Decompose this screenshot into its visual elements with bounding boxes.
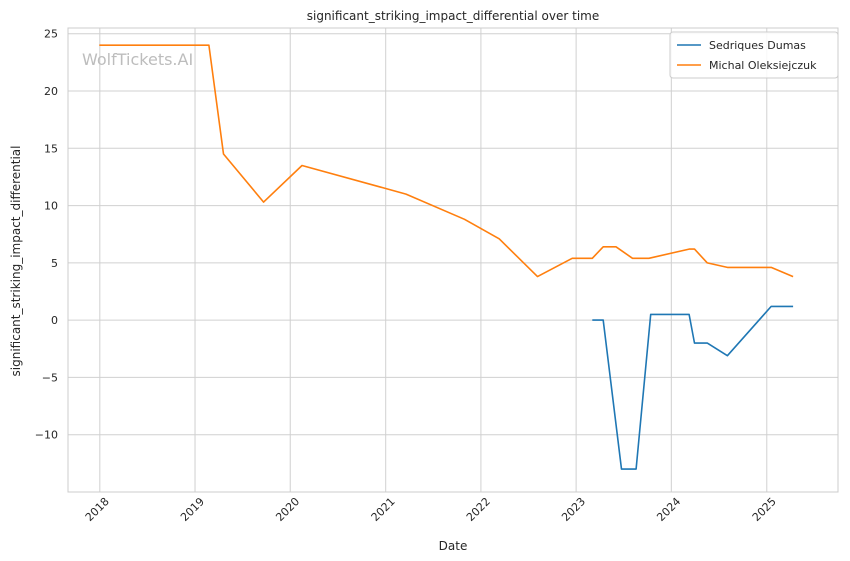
x-tick-label-2023: 2023	[559, 495, 588, 524]
x-tick-label-2019: 2019	[178, 495, 207, 524]
x-tick-label-2025: 2025	[750, 495, 779, 524]
watermark-text: WolfTickets.AI	[82, 50, 193, 69]
y-axis-ticks: −10 −5 0 5 10 15 20 25	[35, 28, 58, 442]
grid	[68, 28, 838, 492]
legend-label-michal-oleksiejczuk: Michal Oleksiejczuk	[709, 59, 817, 72]
y-tick-label-0: −10	[35, 429, 58, 442]
y-tick-label-1: −5	[42, 371, 58, 384]
x-tick-label-2020: 2020	[273, 495, 302, 524]
y-tick-label-6: 20	[44, 85, 58, 98]
series-line-sedriques-dumas	[592, 305, 794, 470]
x-axis-label: Date	[439, 539, 468, 553]
x-axis-ticks: 2018 2019 2020 2021 2022 2023 2024 2025	[83, 495, 779, 524]
chart-title: significant_striking_impact_differential…	[307, 9, 599, 23]
y-tick-label-3: 5	[51, 257, 58, 270]
legend-box	[669, 31, 839, 79]
y-tick-label-7: 25	[44, 28, 58, 41]
series-line-michal-oleksiejczuk	[99, 44, 794, 278]
legend: Sedriques Dumas Michal Oleksiejczuk	[669, 31, 839, 79]
x-tick-label-2022: 2022	[464, 495, 493, 524]
legend-label-sedriques-dumas: Sedriques Dumas	[709, 39, 806, 52]
y-tick-label-5: 15	[44, 142, 58, 155]
x-tick-label-2018: 2018	[83, 495, 112, 524]
y-tick-label-4: 10	[44, 200, 58, 213]
x-tick-label-2024: 2024	[654, 495, 683, 524]
y-tick-label-2: 0	[51, 314, 58, 327]
y-axis-label: significant_striking_impact_differential	[9, 146, 23, 377]
series-lines	[99, 44, 794, 470]
plot-area	[67, 27, 839, 493]
x-tick-label-2021: 2021	[369, 495, 398, 524]
